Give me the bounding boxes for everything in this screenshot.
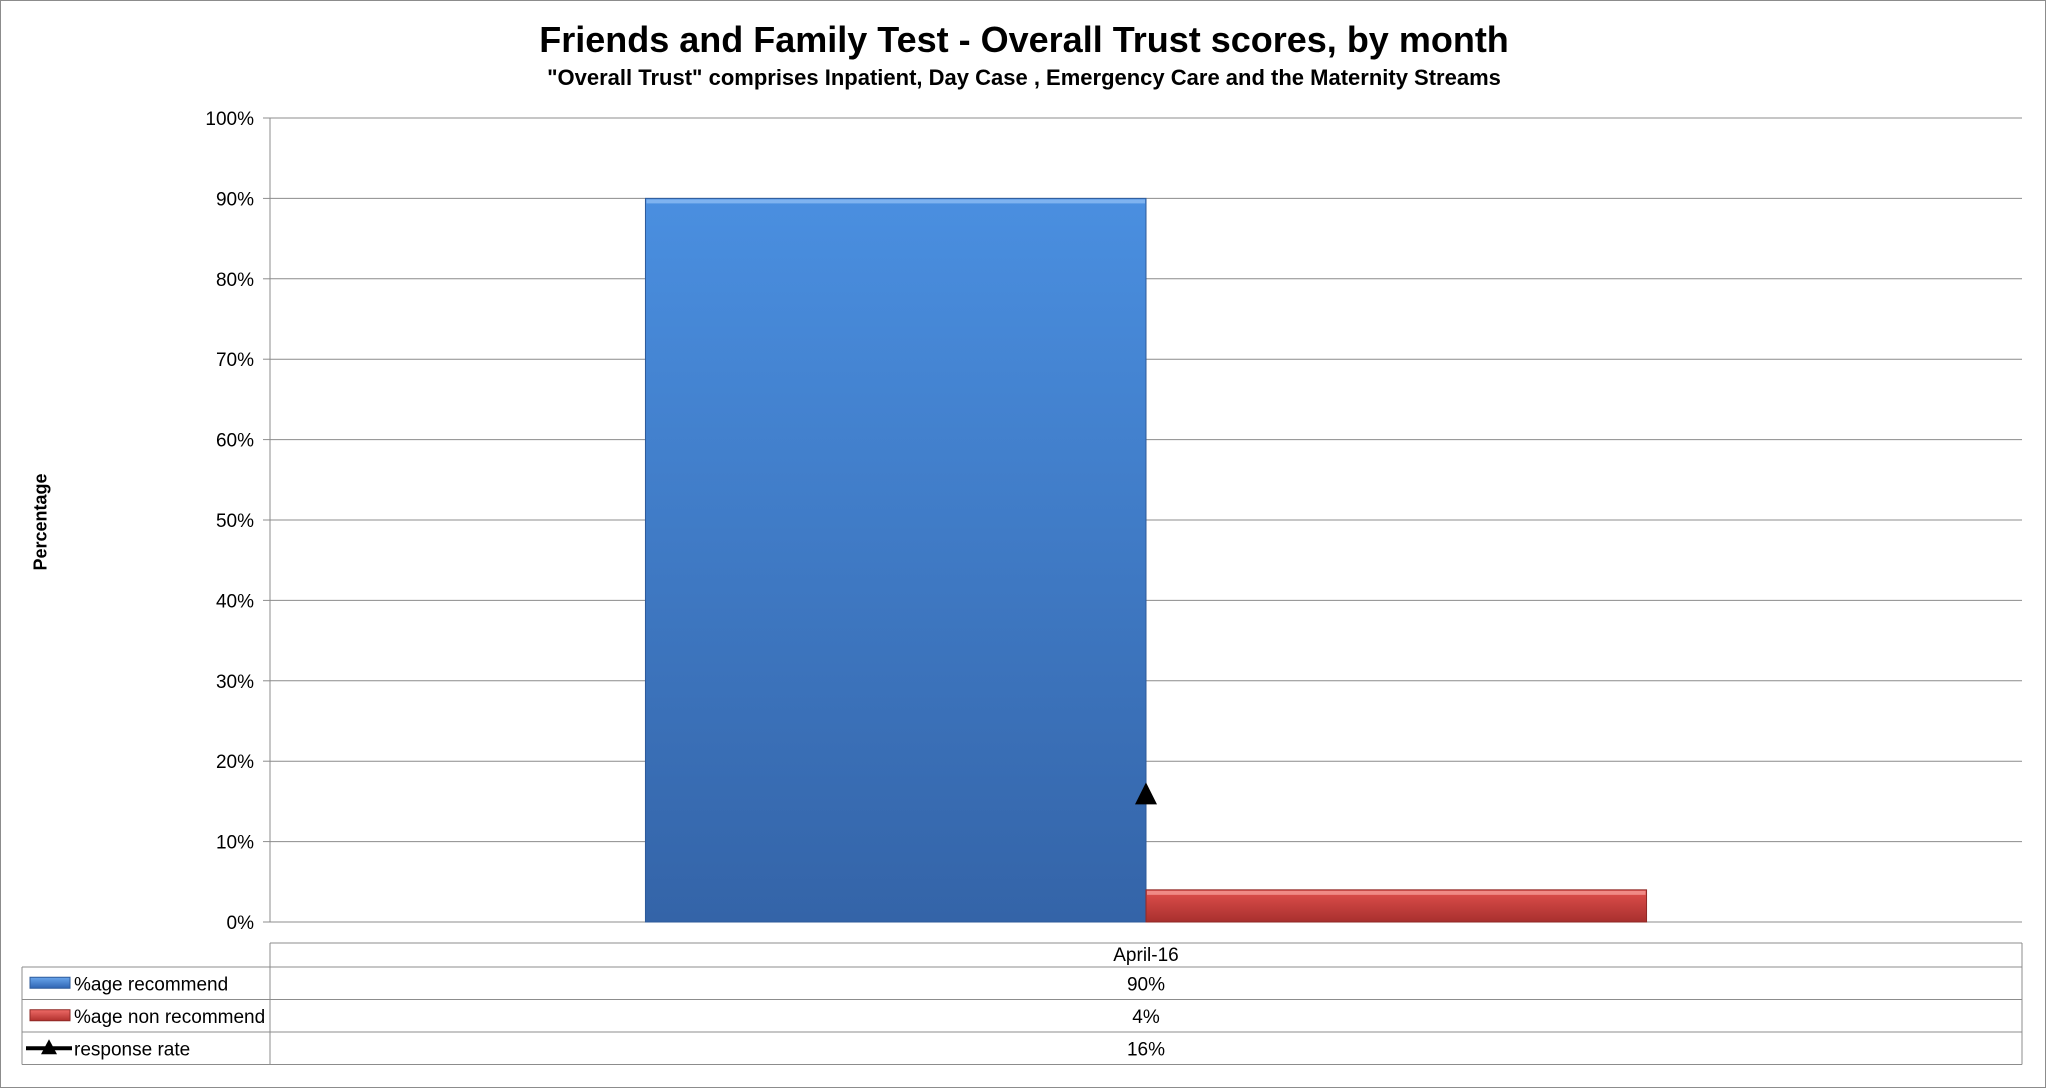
- legend-swatch: [29, 976, 71, 989]
- data-table-value: 90%: [1127, 974, 1165, 995]
- bar-bevel: [646, 199, 1145, 204]
- y-tick-label: 30%: [216, 672, 254, 693]
- y-tick-label: 90%: [216, 189, 254, 210]
- y-tick-label: 20%: [216, 752, 254, 773]
- markers: [1135, 782, 1157, 805]
- y-tick-label: 10%: [216, 833, 254, 854]
- legend-marker: [41, 1039, 57, 1055]
- y-tick-label: 100%: [205, 109, 254, 130]
- response-rate-marker: [1135, 782, 1157, 805]
- y-tick-label: 60%: [216, 431, 254, 452]
- y-axis: 0% 10% 20% 30% 40% 50% 60% 70% 80% 90% 100%: [205, 109, 271, 934]
- data-table: April-16 %age recommend 90% %age non recomm…: [21, 942, 2023, 1065]
- legend-label: %age recommend: [74, 974, 228, 995]
- bar-bevel: [1147, 890, 1646, 895]
- legend-label: %age non recommend: [74, 1007, 265, 1028]
- bar-recommend: [644, 197, 1147, 923]
- y-tick-label: 80%: [216, 270, 254, 291]
- legend-swatch: [29, 1009, 71, 1022]
- x-category-label: April-16: [1113, 945, 1178, 966]
- y-tick-label: 50%: [216, 511, 254, 532]
- y-tick-label: 40%: [216, 591, 254, 612]
- chart-subtitle: "Overall Trust" comprises Inpatient, Day…: [547, 65, 1501, 90]
- chart-title: Friends and Family Test - Overall Trust …: [539, 19, 1509, 60]
- y-tick-label: 0%: [227, 913, 255, 934]
- bar-non-recommend: [1145, 889, 1648, 923]
- data-table-value: 4%: [1132, 1007, 1160, 1028]
- data-table-value: 16%: [1127, 1039, 1165, 1060]
- legend-label: response rate: [74, 1039, 190, 1060]
- y-tick-label: 70%: [216, 350, 254, 371]
- bars: [644, 197, 1648, 923]
